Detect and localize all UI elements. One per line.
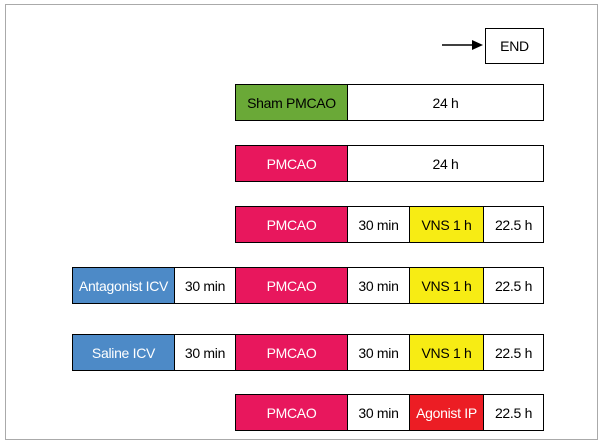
agonist-ip-box: Agonist IP (409, 394, 484, 431)
end-arrow (442, 40, 483, 50)
wait-30min-box: 30 min (347, 267, 410, 304)
end-box: END (485, 28, 544, 64)
rest-22-5h-box: 22.5 h (483, 334, 544, 371)
duration-24h-box: 24 h (347, 145, 544, 182)
sham-pmcao-box: Sham PMCAO (235, 84, 348, 121)
pmcao-box: PMCAO (235, 206, 348, 243)
wait-30min-box: 30 min (347, 206, 410, 243)
vns-1h-box: VNS 1 h (409, 334, 484, 371)
rest-22-5h-box: 22.5 h (483, 206, 544, 243)
pmcao-box: PMCAO (235, 145, 348, 182)
icv-wait-30min-box: 30 min (174, 267, 236, 304)
pmcao-box: PMCAO (235, 334, 348, 371)
wait-30min-box: 30 min (347, 394, 410, 431)
duration-24h-box: 24 h (347, 84, 544, 121)
rest-22-5h-box: 22.5 h (483, 267, 544, 304)
vns-1h-box: VNS 1 h (409, 206, 484, 243)
wait-30min-box: 30 min (347, 334, 410, 371)
vns-1h-box: VNS 1 h (409, 267, 484, 304)
icv-wait-30min-box: 30 min (174, 334, 236, 371)
saline-icv-box: Saline ICV (72, 334, 175, 371)
rest-22-5h-box: 22.5 h (483, 394, 544, 431)
pmcao-box: PMCAO (235, 267, 348, 304)
pmcao-box: PMCAO (235, 394, 348, 431)
antagonist-icv-box: Antagonist ICV (72, 267, 175, 304)
